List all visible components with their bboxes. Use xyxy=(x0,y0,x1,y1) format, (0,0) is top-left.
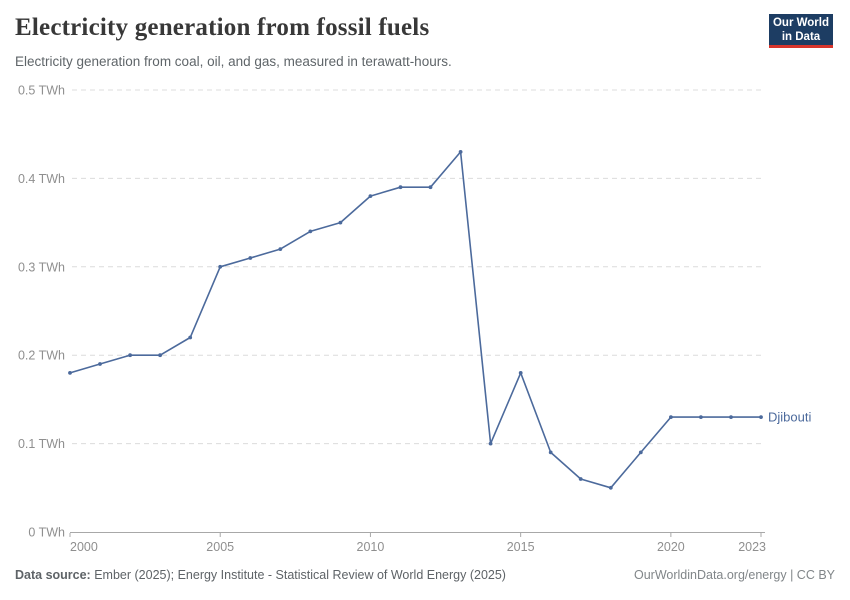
data-point[interactable] xyxy=(218,264,223,269)
y-tick-label: 0.3 TWh xyxy=(18,260,65,274)
data-point[interactable] xyxy=(68,371,72,375)
data-point[interactable] xyxy=(699,415,703,419)
data-point[interactable] xyxy=(729,415,733,419)
y-tick-label: 0.2 TWh xyxy=(18,349,65,363)
data-source-text: Ember (2025); Energy Institute - Statist… xyxy=(90,568,506,582)
x-tick-label: 2000 xyxy=(70,540,98,554)
x-tick-label: 2023 xyxy=(738,540,766,554)
owid-logo-line2: in Data xyxy=(781,30,821,43)
data-point[interactable] xyxy=(308,229,313,234)
data-point[interactable] xyxy=(488,441,493,446)
data-point[interactable] xyxy=(128,353,133,358)
data-point[interactable] xyxy=(548,450,553,455)
data-point[interactable] xyxy=(578,477,583,481)
owid-logo-line1: Our World xyxy=(772,17,829,29)
data-point[interactable] xyxy=(428,185,433,190)
y-tick-label: 0.1 TWh xyxy=(18,437,65,451)
data-point[interactable] xyxy=(248,256,253,260)
y-tick-label: 0.4 TWh xyxy=(18,172,65,186)
chart-subtitle: Electricity generation from coal, oil, a… xyxy=(15,54,452,69)
data-point[interactable] xyxy=(188,335,193,340)
data-point[interactable] xyxy=(278,247,283,252)
data-point[interactable] xyxy=(158,353,163,358)
data-source-label: Data source: xyxy=(15,568,91,582)
data-point[interactable] xyxy=(608,485,613,490)
data-point[interactable] xyxy=(458,150,463,154)
x-tick-label: 2005 xyxy=(206,540,234,554)
line-series-djibouti[interactable] xyxy=(69,151,761,489)
license-note[interactable]: OurWorldinData.org/energy | CC BY xyxy=(633,568,835,582)
data-source-note: Data source: Ember (2025); Energy Instit… xyxy=(15,568,506,582)
series-label-djibouti[interactable]: Djibouti xyxy=(768,410,811,425)
data-point[interactable] xyxy=(398,185,403,190)
data-point[interactable] xyxy=(638,450,643,455)
page-title: Electricity generation from fossil fuels xyxy=(15,14,430,41)
data-point[interactable] xyxy=(338,220,343,225)
y-tick-label: 0.5 TWh xyxy=(18,84,65,98)
chart-footer: Data source: Ember (2025); Energy Instit… xyxy=(15,568,835,582)
owid-logo[interactable]: Our World in Data xyxy=(769,14,833,48)
x-tick-label: 2010 xyxy=(357,540,385,554)
data-point[interactable] xyxy=(518,371,523,375)
data-point[interactable] xyxy=(98,362,102,366)
data-point[interactable] xyxy=(368,194,373,199)
data-point[interactable] xyxy=(759,415,763,419)
x-tick-label: 2020 xyxy=(657,540,685,554)
y-tick-label: 0 TWh xyxy=(28,526,65,540)
data-point[interactable] xyxy=(669,415,673,419)
x-tick-label: 2015 xyxy=(507,540,535,554)
